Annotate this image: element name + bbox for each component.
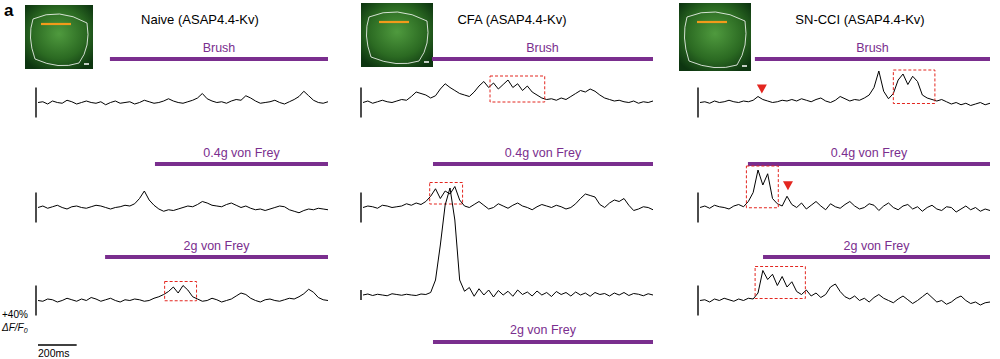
stimulus-label: 0.4g von Frey (831, 146, 908, 160)
cell-outline (30, 14, 88, 66)
scale-bar-vertical (697, 193, 698, 223)
highlight-box (490, 76, 545, 102)
line-scan (379, 21, 409, 23)
stimulus-bar (110, 57, 328, 61)
trace-group (700, 271, 990, 306)
panel-label: a (4, 1, 14, 20)
image-background (25, 5, 93, 69)
cell-image (361, 3, 433, 67)
voltage-trace (700, 271, 990, 306)
scale-bar-vertical (697, 88, 698, 118)
stimulus-bar (433, 162, 653, 166)
stimulus-bar (105, 255, 328, 259)
stimulus-label: 2g von Frey (510, 323, 577, 337)
trace-group (363, 188, 653, 297)
voltage-trace (38, 286, 328, 303)
line-scan (697, 21, 727, 23)
stimulus-label: Brush (856, 41, 889, 55)
trace-group (700, 170, 990, 212)
trace-panel: 2g von Frey (36, 239, 328, 316)
scale-bar-vertical (360, 290, 361, 300)
line-scan (41, 23, 71, 25)
image-background (361, 3, 433, 67)
scale-bar-vertical (360, 88, 361, 118)
trace-group (363, 187, 653, 211)
highlight-box (165, 282, 197, 301)
highlight-box (746, 166, 778, 208)
stimulus-bar (755, 57, 990, 61)
scale-unit-y: ΔF/F0 (1, 322, 28, 334)
scale-bar-vertical (35, 88, 36, 118)
panel-title: SN-CCI (ASAP4.4-Kv) (795, 12, 924, 27)
scale-label-y: +40% (2, 309, 28, 320)
scale-bar-vertical (35, 286, 36, 316)
image-scale-bar (84, 63, 89, 65)
voltage-trace (363, 188, 653, 297)
scale-bar-vertical (35, 193, 36, 223)
arrowhead (783, 181, 793, 190)
stimulus-bar (155, 162, 328, 166)
trace-group (38, 191, 328, 213)
cell-image (25, 5, 93, 69)
image-scale-bar (742, 65, 747, 67)
trace-panel: Brush (698, 41, 990, 118)
highlight-box (755, 267, 805, 299)
stimulus-label: 0.4g von Frey (203, 146, 280, 160)
image-scale-bar (424, 61, 429, 63)
trace-panel: 2g von Frey (361, 188, 653, 344)
cell-outline (366, 12, 428, 64)
scale-label-x: 200ms (38, 347, 70, 359)
stimulus-label: Brush (203, 41, 236, 55)
trace-panel: 2g von Frey (698, 239, 990, 316)
voltage-trace (363, 187, 653, 211)
cell-image (679, 3, 751, 71)
figure: a Naive (ASAP4.4-Kv) CFA (ASAP4.4-Kv) SN-CC… (0, 0, 1000, 359)
scale-bar-vertical (360, 193, 361, 223)
stimulus-bar (433, 340, 653, 344)
voltage-trace (700, 71, 990, 106)
trace-panel: Brush (361, 41, 653, 118)
trace-panel: 0.4g von Frey (36, 146, 328, 223)
stimulus-label: Brush (526, 41, 559, 55)
stimulus-label: 2g von Frey (844, 239, 911, 253)
stimulus-label: 2g von Frey (184, 239, 251, 253)
trace-panel: 0.4g von Frey (698, 146, 990, 223)
trace-group (38, 286, 328, 303)
stimulus-label: 0.4g von Frey (505, 146, 582, 160)
panel-title: CFA (ASAP4.4-Kv) (457, 12, 566, 27)
voltage-trace (363, 80, 653, 103)
voltage-trace (38, 191, 328, 213)
arrowhead (757, 85, 767, 94)
highlight-box (893, 70, 935, 104)
voltage-trace (700, 170, 990, 212)
stimulus-bar (763, 255, 990, 259)
trace-panel: 0.4g von Frey (361, 146, 653, 223)
trace-group (700, 71, 990, 106)
scale-bar-horizontal (38, 344, 77, 345)
image-background (679, 3, 751, 71)
cell-outline (684, 12, 746, 68)
trace-group (38, 91, 328, 105)
stimulus-bar (748, 162, 990, 166)
voltage-trace (38, 91, 328, 105)
stimulus-bar (432, 57, 653, 61)
trace-group (363, 80, 653, 103)
panel-title: Naive (ASAP4.4-Kv) (141, 12, 259, 27)
trace-panel: Brush (36, 41, 328, 118)
scale-bar-vertical (697, 286, 698, 316)
